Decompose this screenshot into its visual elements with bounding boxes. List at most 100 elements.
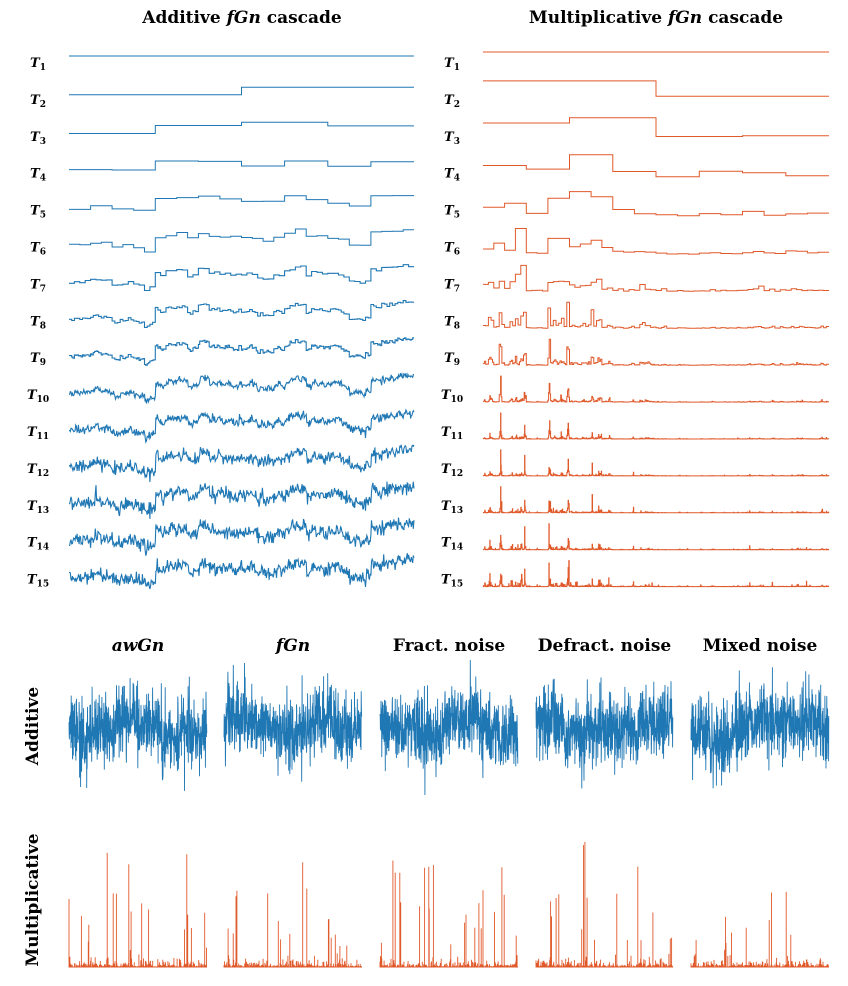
additive-level-label: T9 xyxy=(30,351,46,368)
multiplicative-level-label: T1 xyxy=(444,56,460,73)
multiplicative-level-label: T8 xyxy=(444,314,460,331)
multiplicative-level-trace xyxy=(483,338,829,366)
row-label: Multiplicative xyxy=(23,833,43,966)
additive-level-label: T2 xyxy=(30,93,46,110)
additive-cascade-traces xyxy=(69,55,415,590)
additive-level-trace xyxy=(69,121,414,134)
multiplicative-level-label: T12 xyxy=(441,462,463,479)
additive-noise-signal xyxy=(690,667,830,789)
multiplicative-noise-signal xyxy=(223,862,362,968)
additive-level-trace xyxy=(69,372,414,404)
level-subscript: 9 xyxy=(454,358,460,368)
level-symbol: T xyxy=(30,241,41,256)
level-subscript: 15 xyxy=(451,580,464,590)
level-symbol: T xyxy=(30,277,41,292)
additive-noise-signal xyxy=(68,676,208,791)
additive-level-label: T15 xyxy=(27,573,49,590)
level-subscript: 12 xyxy=(37,469,50,479)
level-symbol: T xyxy=(444,351,455,366)
level-subscript: 8 xyxy=(40,321,46,331)
bottom-row-labels: Additive Multiplicative xyxy=(23,687,43,967)
additive-level-trace xyxy=(69,264,414,292)
multiplicative-cascade-traces xyxy=(482,51,830,588)
multiplicative-level-label: T10 xyxy=(441,388,463,405)
bottom-signal-panels xyxy=(68,659,830,968)
level-symbol: T xyxy=(441,388,452,403)
level-subscript: 5 xyxy=(454,211,460,221)
additive-level-label: T5 xyxy=(30,204,46,221)
level-subscript: 6 xyxy=(454,248,460,258)
additive-level-label: T12 xyxy=(27,462,49,479)
level-symbol: T xyxy=(444,167,455,182)
level-subscript: 13 xyxy=(451,506,464,516)
level-symbol: T xyxy=(27,573,38,588)
level-symbol: T xyxy=(441,536,452,551)
level-subscript: 4 xyxy=(40,174,46,184)
additive-level-label: T1 xyxy=(30,56,46,73)
multiplicative-level-trace xyxy=(483,117,829,137)
additive-level-label: T3 xyxy=(30,130,46,147)
multiplicative-level-trace xyxy=(482,412,830,440)
additive-level-trace xyxy=(69,553,415,590)
level-subscript: 10 xyxy=(451,395,464,405)
level-symbol: T xyxy=(444,56,455,71)
additive-level-trace xyxy=(69,517,415,556)
additive-level-label: T13 xyxy=(27,499,49,516)
multiplicative-level-trace xyxy=(483,154,829,178)
multiplicative-noise-signal xyxy=(68,852,207,968)
level-subscript: 9 xyxy=(40,358,46,368)
additive-level-label: T10 xyxy=(27,388,49,405)
multiplicative-level-label: T2 xyxy=(444,93,460,110)
level-subscript: 7 xyxy=(40,284,46,294)
level-subscript: 2 xyxy=(40,100,46,110)
additive-level-trace xyxy=(69,408,415,444)
additive-noise-signal xyxy=(223,662,363,782)
level-symbol: T xyxy=(27,536,38,551)
level-subscript: 14 xyxy=(37,543,50,553)
level-subscript: 12 xyxy=(451,469,464,479)
additive-level-trace xyxy=(69,444,415,483)
additive-level-trace xyxy=(69,228,414,253)
multiplicative-level-trace xyxy=(483,523,830,551)
level-symbol: T xyxy=(30,167,41,182)
level-symbol: T xyxy=(441,573,452,588)
level-symbol: T xyxy=(30,56,41,71)
multiplicative-level-trace xyxy=(482,560,830,588)
multiplicative-level-trace xyxy=(483,228,829,255)
level-symbol: T xyxy=(441,462,452,477)
additive-level-trace xyxy=(69,195,414,211)
multiplicative-noise-signal xyxy=(690,891,829,968)
multiplicative-level-label: T7 xyxy=(444,277,460,294)
additive-noise-signal xyxy=(535,677,674,789)
multiplicative-level-label: T14 xyxy=(441,536,463,553)
additive-noise-signal xyxy=(379,659,519,796)
level-symbol: T xyxy=(27,499,38,514)
level-symbol: T xyxy=(27,425,38,440)
level-subscript: 6 xyxy=(40,248,46,258)
multiplicative-level-trace xyxy=(483,486,830,514)
level-symbol: T xyxy=(444,204,455,219)
level-subscript: 7 xyxy=(454,284,460,294)
level-subscript: 1 xyxy=(454,63,460,73)
level-symbol: T xyxy=(441,425,452,440)
level-symbol: T xyxy=(441,499,452,514)
multiplicative-level-trace xyxy=(483,301,829,329)
level-subscript: 1 xyxy=(40,63,46,73)
additive-level-trace xyxy=(69,160,414,171)
level-subscript: 14 xyxy=(451,543,464,553)
multiplicative-level-trace xyxy=(483,375,829,403)
multiplicative-level-label: T4 xyxy=(444,167,460,184)
level-subscript: 3 xyxy=(454,137,460,147)
additive-level-label: T4 xyxy=(30,167,46,184)
level-symbol: T xyxy=(30,130,41,145)
column-title: awGn xyxy=(112,636,165,656)
level-symbol: T xyxy=(444,241,455,256)
column-title: Fract. noise xyxy=(393,636,506,656)
multiplicative-level-trace xyxy=(483,191,829,217)
additive-level-trace xyxy=(69,337,414,366)
multiplicative-level-label: T3 xyxy=(444,130,460,147)
level-subscript: 11 xyxy=(451,432,464,442)
